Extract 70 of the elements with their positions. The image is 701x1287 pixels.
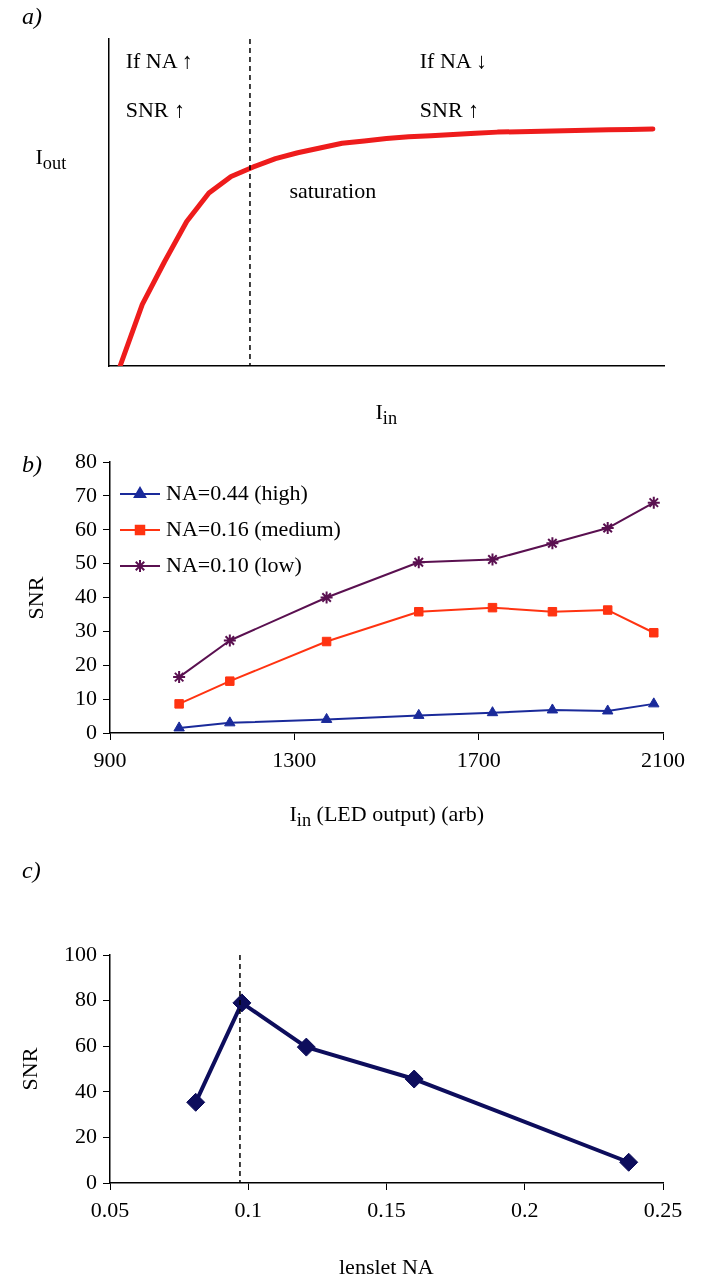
y-tick-label: 20 (75, 1123, 97, 1149)
x-tick-label: 1700 (456, 746, 501, 772)
point (404, 1069, 424, 1089)
annotation: saturation (289, 177, 377, 203)
point (485, 552, 500, 567)
point (173, 721, 185, 732)
y-tick-label: 100 (64, 940, 97, 966)
y-tick-label: 60 (75, 1031, 97, 1057)
y-tick-label: 40 (75, 1077, 97, 1103)
y-tick-label: 30 (75, 617, 97, 643)
point (648, 697, 660, 708)
point (545, 536, 560, 551)
y-axis-title: SNR (16, 1047, 42, 1091)
point (222, 633, 237, 648)
legend-label: NA=0.16 (medium) (166, 515, 341, 541)
y-tick-label: 60 (75, 515, 97, 541)
y-tick-label: 50 (75, 549, 97, 575)
y-tick-label: 0 (86, 1168, 97, 1194)
y-tick-label: 70 (75, 481, 97, 507)
x-tick-label: 900 (93, 746, 127, 772)
y-tick-label: 0 (86, 718, 97, 744)
x-tick-label: 0.05 (90, 1196, 130, 1222)
point (602, 605, 613, 615)
y-axis-title: I$_{out}$ (35, 144, 67, 174)
text: If NA ↑ (125, 48, 193, 74)
point (174, 699, 184, 709)
text: SNR ↑ (125, 97, 185, 123)
y-axis-title: SNR (22, 576, 48, 619)
legend-label: NA=0.10 (low) (166, 551, 302, 577)
x-axis-title: lenslet NA (339, 1254, 434, 1279)
y-tick-label: 80 (75, 447, 97, 473)
x-tick-label: 0.15 (367, 1196, 406, 1222)
point (414, 606, 424, 617)
point (602, 704, 614, 715)
point (411, 555, 426, 570)
y-tick-label: 10 (75, 684, 97, 710)
point (319, 590, 334, 605)
x-tick-label: 1300 (272, 746, 317, 772)
point (413, 708, 425, 719)
point (649, 627, 659, 638)
chart-title: a) (22, 3, 42, 29)
point (487, 602, 498, 613)
text: If NA ↓ (419, 48, 488, 74)
y-tick-label: 20 (75, 651, 97, 677)
point (225, 676, 235, 686)
x-tick-label: 0.2 (511, 1196, 539, 1222)
x-axis-title: I$_{in}$ (LED output) (arb) (289, 801, 484, 831)
x-tick-label: 2100 (641, 746, 685, 772)
chart-title: c) (22, 857, 41, 883)
x-tick-label: 0.1 (234, 1196, 262, 1222)
point (546, 703, 559, 714)
legend-label: NA=0.44 (high) (166, 479, 308, 505)
point (232, 993, 252, 1013)
point (186, 1092, 206, 1112)
point (486, 706, 499, 717)
point (296, 1037, 316, 1057)
text: SNR ↑ (419, 97, 480, 123)
point (619, 1152, 639, 1172)
point (600, 521, 615, 536)
point (321, 636, 332, 647)
x-axis-title: I$_{in}$ (375, 399, 398, 429)
point (172, 670, 187, 685)
point (320, 712, 333, 723)
x-tick-label: 0.25 (643, 1196, 683, 1222)
point (224, 716, 236, 727)
y-tick-label: 40 (75, 583, 97, 609)
chart-title: b) (22, 451, 42, 477)
point (547, 606, 558, 617)
point (646, 495, 661, 510)
y-tick-label: 80 (75, 986, 97, 1012)
